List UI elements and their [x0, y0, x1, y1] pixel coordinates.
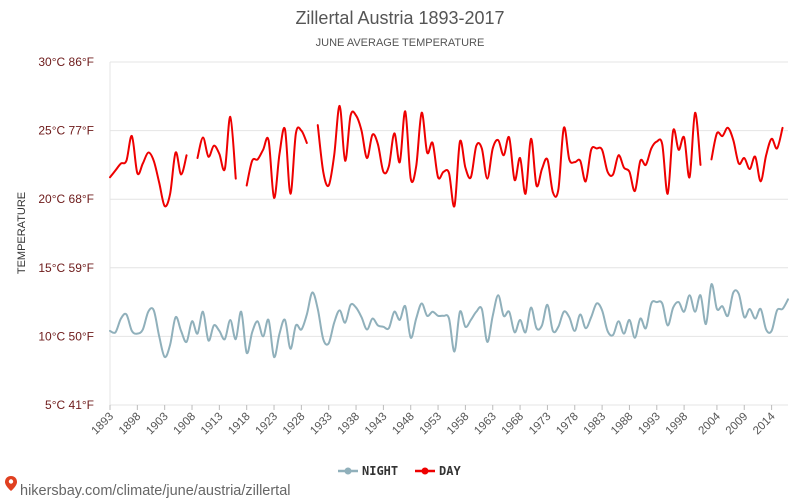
y-axis-label: TEMPERATURE: [16, 192, 28, 274]
series-line-day: [196, 115, 237, 180]
x-tick-label: 1948: [390, 411, 417, 438]
series-line-day: [245, 126, 308, 199]
x-tick-label: 1913: [199, 411, 226, 438]
x-tick-label: 1968: [500, 411, 527, 438]
legend-item-night[interactable]: NIGHT: [338, 464, 398, 478]
y-tick-label: 30°C 86°F: [38, 55, 94, 69]
series-line-night: [109, 283, 789, 359]
x-tick-label: 1993: [636, 411, 663, 438]
x-tick-label: 1918: [226, 411, 253, 438]
x-tick-label: 1928: [281, 411, 308, 438]
x-tick-label: 1903: [144, 411, 171, 438]
y-tick-label: 5°C 41°F: [45, 398, 94, 412]
x-tick-label: 1958: [445, 411, 472, 438]
x-tick-label: 2009: [724, 411, 751, 438]
series-line-day: [316, 104, 702, 208]
y-tick-label: 10°C 50°F: [38, 329, 94, 343]
x-tick-label: 1978: [554, 411, 581, 438]
legend-day-marker: [421, 467, 429, 475]
x-axis: 1893 1898 1903 1908 1913 1918 1923 1928 1933 1938…: [90, 405, 778, 438]
y-tick-label: 20°C 68°F: [38, 192, 94, 206]
x-tick-label: 1943: [363, 411, 390, 438]
chart-title: Zillertal Austria 1893-2017: [295, 8, 504, 28]
series-line-day: [710, 126, 784, 183]
legend[interactable]: NIGHT DAY: [338, 464, 461, 478]
y-tick-label: 15°C 59°F: [38, 261, 94, 275]
x-tick-label: 1908: [172, 411, 199, 438]
y-axis: 30°C 86°F 25°C 77°F 20°C 68°F 15°C 59°F 10°C…: [38, 55, 94, 412]
x-tick-label: 1973: [527, 411, 554, 438]
y-tick-label: 25°C 77°F: [38, 124, 94, 138]
watermark-link[interactable]: hikersbay.com/climate/june/austria/zille…: [20, 483, 291, 499]
x-tick-label: 1998: [664, 411, 691, 438]
map-pin-icon: [5, 476, 17, 491]
x-tick-label: 1983: [582, 411, 609, 438]
x-tick-label: 2004: [696, 410, 723, 437]
legend-night-label: NIGHT: [362, 464, 398, 478]
plot-area: [109, 104, 789, 359]
x-tick-label: 2014: [751, 410, 778, 437]
x-tick-label: 1988: [609, 411, 636, 438]
series-line-day: [109, 135, 188, 208]
x-tick-label: 1953: [418, 411, 445, 438]
x-tick-label: 1893: [90, 411, 117, 438]
legend-day-label: DAY: [439, 464, 461, 478]
x-tick-label: 1898: [117, 411, 144, 438]
grid: [109, 61, 788, 406]
x-tick-label: 1923: [254, 411, 281, 438]
chart-subtitle: JUNE AVERAGE TEMPERATURE: [316, 37, 485, 49]
legend-night-marker: [344, 467, 352, 475]
watermark[interactable]: hikersbay.com/climate/june/austria/zille…: [5, 476, 291, 499]
x-tick-label: 1938: [336, 411, 363, 438]
x-tick-label: 1963: [472, 411, 499, 438]
x-tick-label: 1933: [308, 411, 335, 438]
legend-item-day[interactable]: DAY: [415, 464, 461, 478]
